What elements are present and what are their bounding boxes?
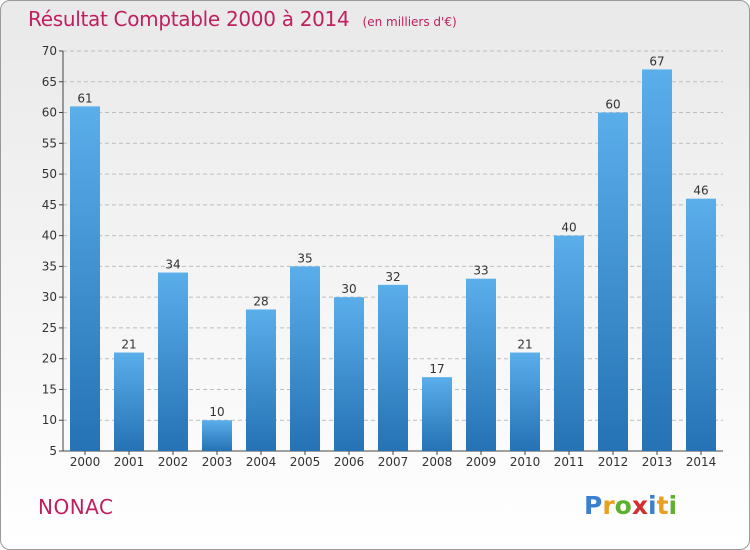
- bar: [422, 377, 452, 451]
- commune-name: NONAC: [38, 495, 114, 519]
- x-tick-label: 2012: [598, 455, 629, 469]
- bar: [598, 112, 628, 452]
- logo-letter: i: [648, 491, 657, 520]
- bar: [290, 266, 320, 451]
- y-tick-label: 45: [42, 198, 57, 212]
- x-tick-label: 2002: [158, 455, 189, 469]
- bar: [334, 297, 364, 451]
- bar: [246, 309, 276, 451]
- x-tick-label: 2013: [642, 455, 673, 469]
- bars: [70, 69, 716, 452]
- data-label: 40: [561, 221, 576, 235]
- x-tick-label: 2014: [686, 455, 717, 469]
- x-tick-label: 2001: [114, 455, 145, 469]
- bar: [114, 352, 144, 451]
- x-tick-label: 2010: [510, 455, 541, 469]
- data-label: 60: [605, 98, 620, 112]
- y-tick-label: 15: [42, 382, 57, 396]
- bar: [686, 198, 716, 451]
- data-label: 30: [341, 282, 356, 296]
- x-tick-label: 2009: [466, 455, 497, 469]
- data-label: 35: [297, 251, 312, 265]
- data-label: 46: [693, 184, 708, 198]
- bar: [378, 284, 408, 451]
- logo-letter: r: [602, 491, 615, 520]
- proxiti-logo[interactable]: Proxiti: [584, 491, 677, 520]
- y-tick-label: 10: [42, 413, 57, 427]
- data-label: 21: [517, 338, 532, 352]
- y-tick-label: 5: [49, 444, 57, 458]
- y-tick-label: 50: [42, 167, 57, 181]
- x-tick-label: 2007: [378, 455, 409, 469]
- x-tick-label: 2004: [246, 455, 277, 469]
- logo-letter: i: [668, 491, 678, 520]
- y-tick-label: 25: [42, 321, 57, 335]
- logo-letter: o: [614, 491, 632, 520]
- data-label: 67: [649, 54, 664, 68]
- bar: [70, 106, 100, 451]
- x-tick-label: 2011: [554, 455, 585, 469]
- logo-letter: x: [631, 491, 648, 520]
- bar: [642, 69, 672, 451]
- y-tick-label: 35: [42, 259, 57, 273]
- x-tick-label: 2006: [334, 455, 365, 469]
- data-label: 17: [429, 362, 444, 376]
- title-row: Résultat Comptable 2000 à 2014 (en milli…: [28, 7, 457, 31]
- data-label: 34: [165, 258, 180, 272]
- bar: [466, 278, 496, 451]
- x-tick-label: 2005: [290, 455, 321, 469]
- y-tick-label: 60: [42, 106, 57, 120]
- data-label: 33: [473, 264, 488, 278]
- x-tick-label: 2003: [202, 455, 233, 469]
- chart-subtitle: (en milliers d'€): [362, 15, 457, 29]
- labels: 5 10 15 20 25 30 35 40 45 50 55 60 65 70 61 2000 21 2001 3…: [42, 44, 717, 469]
- bar: [158, 272, 188, 451]
- x-tick-label: 2008: [422, 455, 453, 469]
- logo-letter: P: [584, 491, 603, 520]
- data-label: 32: [385, 270, 400, 284]
- y-tick-label: 70: [42, 44, 57, 58]
- y-tick-label: 20: [42, 352, 57, 366]
- chart-title: Résultat Comptable 2000 à 2014: [28, 7, 350, 31]
- x-tick-label: 2000: [70, 455, 101, 469]
- bar: [554, 235, 584, 451]
- logo-letter: t: [656, 491, 669, 520]
- y-tick-label: 65: [42, 75, 57, 89]
- y-tick-label: 30: [42, 290, 57, 304]
- data-label: 28: [253, 294, 268, 308]
- data-label: 10: [209, 405, 224, 419]
- y-tick-label: 40: [42, 229, 57, 243]
- bar: [202, 420, 232, 451]
- y-tick-label: 55: [42, 136, 57, 150]
- data-label: 61: [77, 91, 92, 105]
- data-label: 21: [121, 338, 136, 352]
- bar: [510, 352, 540, 451]
